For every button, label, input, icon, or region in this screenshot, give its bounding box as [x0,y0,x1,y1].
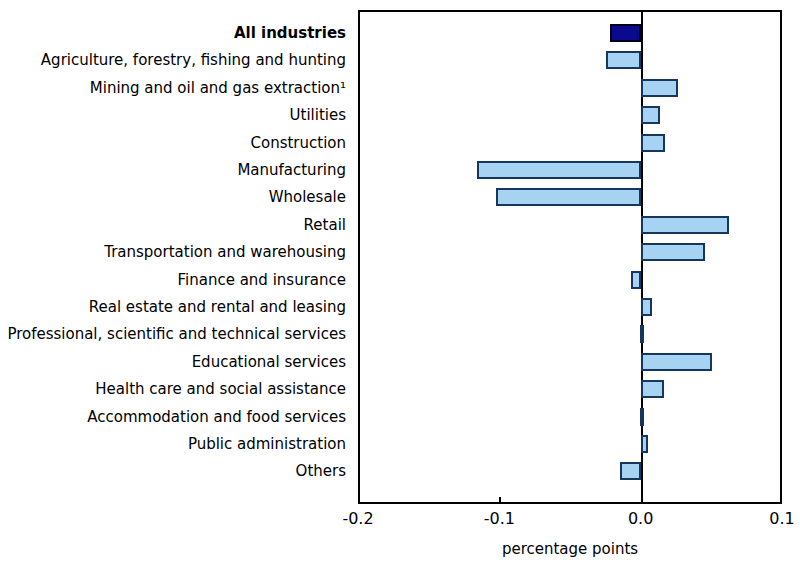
category-label: Educational services [192,352,346,372]
x-tick-label: -0.2 [342,509,373,529]
category-label: Agriculture, forestry, fishing and hunti… [41,50,346,70]
bar [640,325,644,343]
category-label: Mining and oil and gas extraction¹ [90,78,346,98]
bar [610,24,641,42]
bar [641,353,712,371]
plot-area [358,10,782,504]
category-label: All industries [234,23,346,43]
category-label: Transportation and warehousing [104,242,346,262]
bar [641,216,729,234]
x-tick-label: 0.0 [628,509,653,529]
category-label: Retail [304,215,346,235]
category-label: Wholesale [269,187,346,207]
category-label: Public administration [188,434,346,454]
category-label: Finance and insurance [178,270,346,290]
bar [641,134,665,152]
bar [641,106,659,124]
x-tick-label: 0.1 [769,509,794,529]
category-label: Health care and social assistance [95,379,346,399]
category-label: Utilities [290,105,346,125]
category-label: Real estate and rental and leasing [89,297,346,317]
bar [620,462,641,480]
x-tick-mark [499,497,501,502]
category-label: Professional, scientific and technical s… [7,324,346,344]
bar [641,298,652,316]
category-label: Others [296,461,346,481]
category-label: Construction [250,133,346,153]
x-axis-label: percentage points [358,539,782,559]
x-tick-label: -0.1 [484,509,515,529]
bar [477,161,641,179]
bar [641,380,664,398]
bar [641,243,705,261]
category-label: Manufacturing [237,160,346,180]
bar [641,435,648,453]
bar [641,79,678,97]
bar-chart: All industries Agriculture, forestry, fis… [0,0,800,570]
bar [496,188,642,206]
bar [640,408,644,426]
category-label: Accommodation and food services [87,407,346,427]
bar [606,51,641,69]
bar [631,271,641,289]
